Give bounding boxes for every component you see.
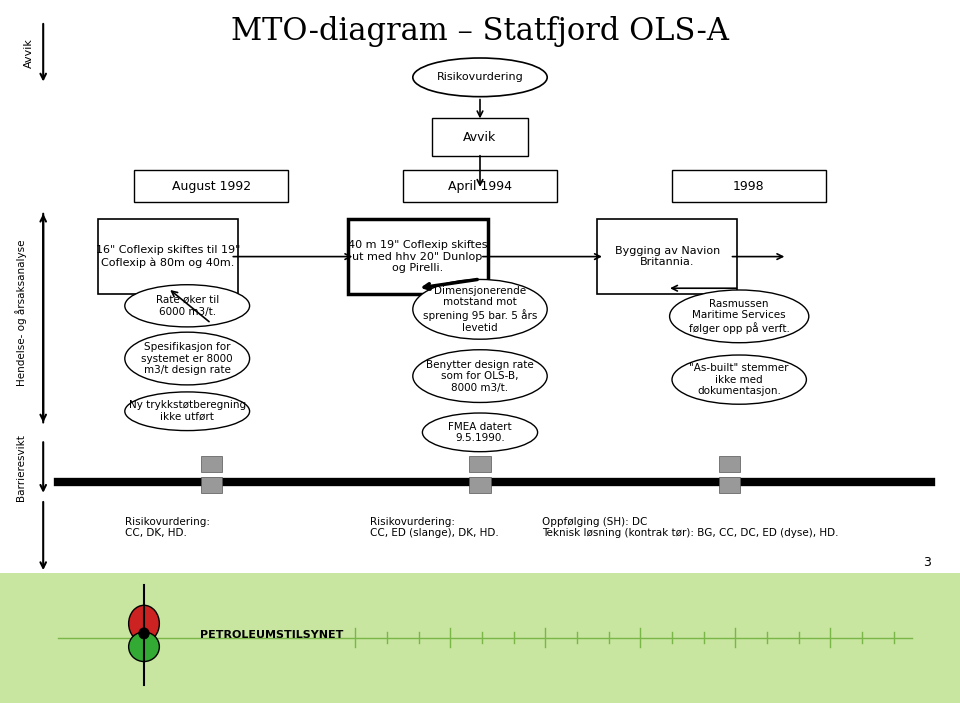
- FancyBboxPatch shape: [0, 573, 960, 703]
- Ellipse shape: [125, 285, 250, 327]
- Ellipse shape: [422, 413, 538, 451]
- FancyBboxPatch shape: [201, 477, 222, 493]
- Ellipse shape: [670, 290, 809, 342]
- FancyBboxPatch shape: [719, 456, 740, 472]
- Text: Benytter design rate
som for OLS-B,
8000 m3/t.: Benytter design rate som for OLS-B, 8000…: [426, 359, 534, 393]
- Text: 1998: 1998: [733, 180, 764, 193]
- Text: 16" Coflexip skiftes til 19"
Coflexip à 80m og 40m.: 16" Coflexip skiftes til 19" Coflexip à …: [96, 245, 240, 268]
- Text: Spesifikasjon for
systemet er 8000
m3/t design rate: Spesifikasjon for systemet er 8000 m3/t …: [141, 342, 233, 375]
- Text: Bygging av Navion
Britannia.: Bygging av Navion Britannia.: [614, 246, 720, 267]
- Text: Dimensjonerende
motstand mot
sprening 95 bar. 5 års
levetid: Dimensjonerende motstand mot sprening 95…: [422, 286, 538, 333]
- Ellipse shape: [138, 628, 150, 639]
- Text: Avvik: Avvik: [464, 131, 496, 143]
- Text: Oppfølging (SH): DC
Teknisk løsning (kontrak tør): BG, CC, DC, ED (dyse), HD.: Oppfølging (SH): DC Teknisk løsning (kon…: [542, 517, 839, 538]
- Ellipse shape: [413, 349, 547, 402]
- Text: PETROLEUMSTILSYNET: PETROLEUMSTILSYNET: [200, 630, 343, 640]
- Ellipse shape: [125, 392, 250, 430]
- Text: April 1994: April 1994: [448, 180, 512, 193]
- Text: Barrieresvikt: Barrieresvikt: [16, 434, 26, 501]
- FancyBboxPatch shape: [98, 219, 238, 294]
- Text: Avvik: Avvik: [24, 38, 34, 67]
- Text: 3: 3: [924, 556, 931, 569]
- FancyBboxPatch shape: [469, 477, 491, 493]
- Ellipse shape: [129, 605, 159, 642]
- Text: "As-built" stemmer
ikke med
dokumentasjon.: "As-built" stemmer ikke med dokumentasjo…: [689, 363, 789, 396]
- Text: MTO-diagram – Statfjord OLS-A: MTO-diagram – Statfjord OLS-A: [231, 16, 729, 47]
- Text: Rasmussen
Maritime Services
følger opp på verft.: Rasmussen Maritime Services følger opp p…: [688, 299, 790, 334]
- Text: Rate øker til
6000 m3/t.: Rate øker til 6000 m3/t.: [156, 295, 219, 316]
- Text: Ny trykkstøtberegning
ikke utført: Ny trykkstøtberegning ikke utført: [129, 401, 246, 422]
- Ellipse shape: [129, 632, 159, 662]
- Text: Hendelse- og årsaksanalyse: Hendelse- og årsaksanalyse: [15, 240, 27, 386]
- FancyBboxPatch shape: [432, 117, 528, 156]
- Text: Risikovurdering:
CC, DK, HD.: Risikovurdering: CC, DK, HD.: [125, 517, 210, 538]
- FancyBboxPatch shape: [719, 477, 740, 493]
- FancyBboxPatch shape: [469, 456, 491, 472]
- FancyBboxPatch shape: [134, 170, 288, 202]
- Ellipse shape: [413, 279, 547, 339]
- FancyBboxPatch shape: [672, 170, 826, 202]
- FancyBboxPatch shape: [403, 170, 557, 202]
- Ellipse shape: [672, 355, 806, 404]
- Ellipse shape: [413, 58, 547, 96]
- Text: Risikovurdering:
CC, ED (slange), DK, HD.: Risikovurdering: CC, ED (slange), DK, HD…: [370, 517, 498, 538]
- Text: FMEA datert
9.5.1990.: FMEA datert 9.5.1990.: [448, 422, 512, 443]
- Text: Risikovurdering: Risikovurdering: [437, 72, 523, 82]
- Ellipse shape: [125, 333, 250, 385]
- FancyBboxPatch shape: [348, 219, 488, 294]
- Text: August 1992: August 1992: [172, 180, 251, 193]
- FancyBboxPatch shape: [597, 219, 737, 294]
- FancyBboxPatch shape: [201, 456, 222, 472]
- Text: 40 m 19" Coflexip skiftes
ut med hhv 20" Dunlop
og Pirelli.: 40 m 19" Coflexip skiftes ut med hhv 20"…: [348, 240, 488, 273]
